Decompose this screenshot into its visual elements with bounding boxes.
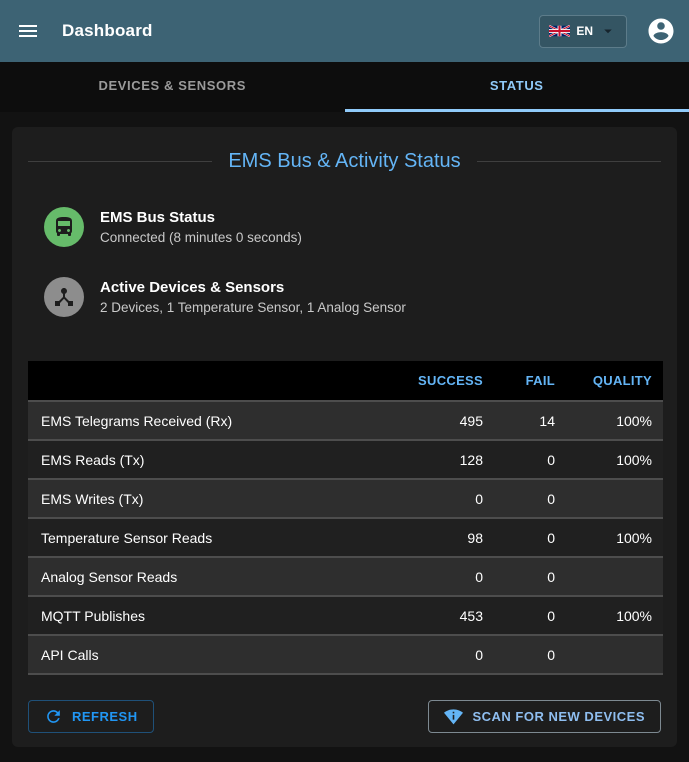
row-quality: 100% xyxy=(566,400,663,440)
language-selector[interactable]: EN xyxy=(539,14,627,48)
refresh-button[interactable]: REFRESH xyxy=(28,700,154,733)
status-text: EMS Bus Status Connected (8 minutes 0 se… xyxy=(100,209,302,245)
row-fail: 0 xyxy=(494,517,566,557)
row-success: 128 xyxy=(408,439,494,479)
tab-devices-sensors[interactable]: DEVICES & SENSORS xyxy=(98,78,246,93)
list-item-ems-bus-status: EMS Bus Status Connected (8 minutes 0 se… xyxy=(28,199,661,255)
row-fail: 0 xyxy=(494,478,566,518)
card-title-row: EMS Bus & Activity Status xyxy=(28,147,661,175)
table-row: Analog Sensor Reads 0 0 xyxy=(28,556,663,596)
bus-icon xyxy=(44,207,84,247)
row-label: EMS Reads (Tx) xyxy=(28,439,408,479)
status-text: Active Devices & Sensors 2 Devices, 1 Te… xyxy=(100,279,406,315)
language-label: EN xyxy=(576,24,593,38)
refresh-button-label: REFRESH xyxy=(72,709,138,724)
menu-icon[interactable] xyxy=(16,19,40,43)
row-fail: 14 xyxy=(494,400,566,440)
row-fail: 0 xyxy=(494,634,566,675)
table-row: MQTT Publishes 453 0 100% xyxy=(28,595,663,635)
tab-status[interactable]: STATUS xyxy=(344,62,689,112)
scan-for-new-devices-button[interactable]: SCAN FOR NEW DEVICES xyxy=(428,700,661,733)
row-fail: 0 xyxy=(494,595,566,635)
row-success: 0 xyxy=(408,478,494,518)
row-quality xyxy=(566,478,663,518)
row-label: EMS Writes (Tx) xyxy=(28,478,408,518)
status-item-subtitle: Connected (8 minutes 0 seconds) xyxy=(100,230,302,245)
button-row: REFRESH SCAN FOR NEW DEVICES xyxy=(28,700,661,733)
row-quality xyxy=(566,556,663,596)
scan-button-label: SCAN FOR NEW DEVICES xyxy=(472,709,645,724)
row-success: 495 xyxy=(408,400,494,440)
activity-stats-table: SUCCESS FAIL QUALITY EMS Telegrams Recei… xyxy=(28,361,663,675)
tab-bar: DEVICES & SENSORS STATUS xyxy=(0,62,689,112)
status-list: EMS Bus Status Connected (8 minutes 0 se… xyxy=(28,199,661,325)
table-row: EMS Reads (Tx) 128 0 100% xyxy=(28,439,663,479)
column-header-label xyxy=(28,361,408,401)
row-success: 98 xyxy=(408,517,494,557)
row-label: MQTT Publishes xyxy=(28,595,408,635)
status-item-title: EMS Bus Status xyxy=(100,209,216,226)
column-header-quality[interactable]: QUALITY xyxy=(566,361,663,401)
row-label: EMS Telegrams Received (Rx) xyxy=(28,400,408,440)
column-header-success[interactable]: SUCCESS xyxy=(408,361,494,401)
table-row: EMS Telegrams Received (Rx) 495 14 100% xyxy=(28,400,663,440)
status-item-title: Active Devices & Sensors xyxy=(100,279,285,296)
row-success: 0 xyxy=(408,634,494,675)
table-row: Temperature Sensor Reads 98 0 100% xyxy=(28,517,663,557)
row-quality: 100% xyxy=(566,439,663,479)
row-success: 453 xyxy=(408,595,494,635)
row-label: Temperature Sensor Reads xyxy=(28,517,408,557)
row-label: Analog Sensor Reads xyxy=(28,556,408,596)
card-title: EMS Bus & Activity Status xyxy=(228,149,461,172)
device-hub-icon xyxy=(44,277,84,317)
row-fail: 0 xyxy=(494,556,566,596)
scan-wifi-icon xyxy=(444,709,464,725)
status-card: EMS Bus & Activity Status EMS Bus Status… xyxy=(12,127,677,747)
row-success: 0 xyxy=(408,556,494,596)
list-item-active-devices: Active Devices & Sensors 2 Devices, 1 Te… xyxy=(28,269,661,325)
row-quality xyxy=(566,634,663,675)
column-header-fail[interactable]: FAIL xyxy=(494,361,566,401)
account-circle-icon[interactable] xyxy=(646,16,676,46)
page-title: Dashboard xyxy=(62,21,153,40)
row-fail: 0 xyxy=(494,439,566,479)
chevron-down-icon xyxy=(604,29,612,34)
status-item-subtitle: 2 Devices, 1 Temperature Sensor, 1 Analo… xyxy=(100,300,406,315)
table-row: EMS Writes (Tx) 0 0 xyxy=(28,478,663,518)
table-row: API Calls 0 0 xyxy=(28,634,663,675)
row-quality: 100% xyxy=(566,595,663,635)
uk-flag-icon xyxy=(549,25,571,37)
refresh-icon xyxy=(47,710,60,723)
app-bar: Dashboard EN xyxy=(0,0,689,62)
row-quality: 100% xyxy=(566,517,663,557)
row-label: API Calls xyxy=(28,634,408,675)
table-header-row: SUCCESS FAIL QUALITY xyxy=(28,361,663,401)
